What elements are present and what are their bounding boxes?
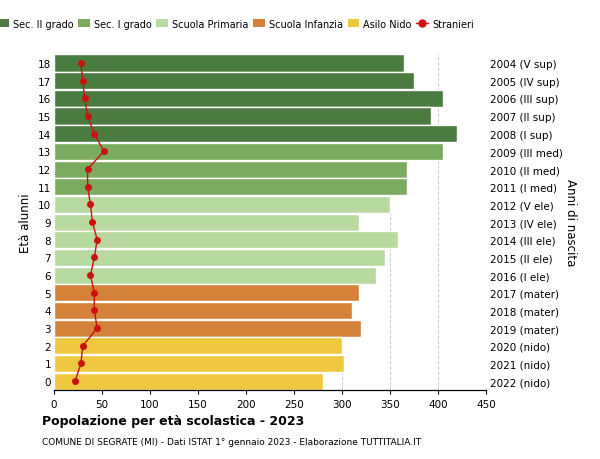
- Y-axis label: Anni di nascita: Anni di nascita: [564, 179, 577, 266]
- Bar: [54, 267, 376, 284]
- Bar: [54, 373, 323, 390]
- Y-axis label: Età alunni: Età alunni: [19, 193, 32, 252]
- Bar: [54, 90, 443, 108]
- Bar: [54, 108, 431, 125]
- Bar: [54, 320, 361, 337]
- Bar: [54, 249, 385, 266]
- Bar: [54, 214, 359, 231]
- Text: Popolazione per età scolastica - 2023: Popolazione per età scolastica - 2023: [42, 414, 304, 428]
- Bar: [54, 73, 414, 90]
- Bar: [54, 144, 443, 161]
- Bar: [54, 337, 342, 355]
- Bar: [54, 196, 390, 213]
- Bar: [54, 161, 407, 178]
- Bar: [54, 355, 344, 372]
- Legend: Sec. II grado, Sec. I grado, Scuola Primaria, Scuola Infanzia, Asilo Nido, Stran: Sec. II grado, Sec. I grado, Scuola Prim…: [0, 20, 473, 30]
- Text: COMUNE DI SEGRATE (MI) - Dati ISTAT 1° gennaio 2023 - Elaborazione TUTTITALIA.IT: COMUNE DI SEGRATE (MI) - Dati ISTAT 1° g…: [42, 437, 421, 446]
- Bar: [54, 302, 352, 319]
- Bar: [54, 56, 404, 73]
- Bar: [54, 285, 359, 302]
- Bar: [54, 179, 407, 196]
- Bar: [54, 232, 398, 249]
- Bar: [54, 126, 457, 143]
